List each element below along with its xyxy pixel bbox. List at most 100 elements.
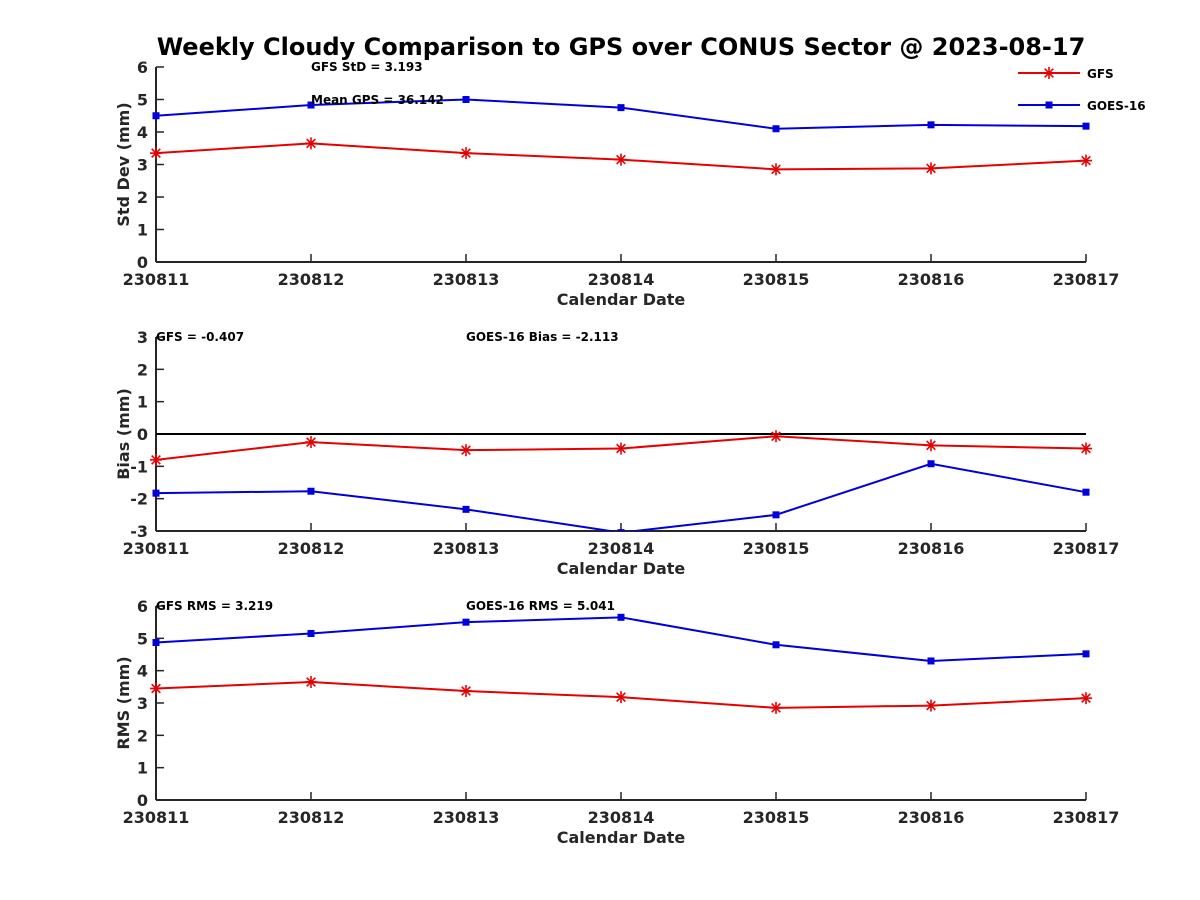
rms-goes-16-point [772, 641, 780, 649]
bias-goes-16-point [307, 487, 315, 495]
rms-goes-16-line [155, 616, 1087, 662]
rms-gfs-point-stroke [616, 692, 626, 703]
std-goes-16-point [772, 125, 780, 133]
std-goes-16-point [1082, 122, 1090, 130]
legend-label-goes-16: GOES-16 [1087, 99, 1146, 113]
rms-goes-16-point [307, 629, 315, 637]
bias-goes-16-line [155, 462, 1087, 531]
rms-x-tick-label: 230815 [743, 808, 810, 827]
rms-series-gfs [150, 675, 1092, 714]
std-y-tick-label: 5 [137, 91, 148, 110]
bias-y-tick-label: 0 [137, 425, 148, 444]
legend-marker-gfs [1043, 67, 1055, 79]
std-gfs-point-stroke [151, 148, 161, 159]
rms-y-tick-label: 6 [137, 597, 148, 616]
std-x-tick-label: 230817 [1053, 270, 1120, 289]
bias-y-tick-label: 2 [137, 360, 148, 379]
std-gfs-point [770, 163, 782, 176]
std-annotation: GFS StD = 3.193 [311, 60, 423, 74]
bias-gfs-point [150, 453, 162, 466]
rms-gfs-point-stroke [1081, 693, 1091, 704]
rms-y-tick-label: 5 [137, 629, 148, 648]
bias-goes-16-point [1082, 488, 1090, 496]
std-gfs-point-stroke [771, 164, 781, 175]
bias-gfs-point [615, 442, 627, 455]
rms-x-tick-label: 230814 [588, 808, 655, 827]
bias-goes-16-point [772, 511, 780, 519]
std-x-tick-label: 230811 [123, 270, 190, 289]
rms-gfs-point [305, 675, 317, 688]
std-gfs-point-stroke [1081, 155, 1091, 166]
std-y-tick-label: 6 [137, 58, 148, 77]
std-gfs-point [615, 153, 627, 166]
rms-gfs-point-stroke [461, 686, 471, 696]
rms-x-tick-label: 230816 [898, 808, 965, 827]
std-series-gfs [150, 137, 1092, 176]
bias-y-tick-label: -3 [130, 522, 148, 541]
std-gfs-point [1080, 154, 1092, 167]
std-gfs-point [460, 147, 472, 160]
std-series-goes-16 [152, 96, 1090, 133]
std-x-axis-label: Calendar Date [557, 290, 686, 309]
rms-annotation: GOES-16 RMS = 5.041 [466, 599, 615, 613]
std-x-tick-label: 230816 [898, 270, 965, 289]
std-y-axis-label: Std Dev (mm) [114, 102, 133, 226]
rms-y-tick-label: 0 [137, 791, 148, 810]
std-gfs-point-stroke [616, 154, 626, 165]
bias-x-axis-label: Calendar Date [557, 559, 686, 578]
rms-goes-16-point [152, 639, 160, 647]
rms-gfs-point-stroke [306, 677, 316, 687]
std-x-tick-label: 230814 [588, 270, 655, 289]
std-dev-panel: 0 1 2 3 4 5 6 230811 230812 230813 230814 230815 230… [114, 58, 1119, 309]
rms-gfs-point [615, 691, 627, 704]
bias-y-axis-label: Bias (mm) [114, 388, 133, 480]
rms-x-tick-label: 230812 [278, 808, 345, 827]
std-y-tick-label: 0 [137, 253, 148, 272]
std-gfs-point-stroke [461, 148, 471, 159]
rms-gfs-point [925, 699, 937, 712]
std-gfs-point [925, 162, 937, 175]
rms-x-tick-label: 230813 [433, 808, 500, 827]
legend: GFS GOES-16 [1018, 67, 1146, 113]
bias-gfs-point-stroke [461, 445, 471, 456]
bias-gfs-point-stroke [151, 454, 161, 465]
bias-gfs-point-stroke [1081, 443, 1091, 454]
std-goes-16-point [617, 104, 625, 112]
bias-gfs-point-stroke [616, 443, 626, 454]
legend-label-gfs: GFS [1087, 67, 1114, 81]
bias-gfs-point [460, 444, 472, 457]
bias-gfs-point-stroke [926, 440, 936, 451]
bias-gfs-point-stroke [306, 437, 316, 447]
std-goes-16-point [152, 112, 160, 120]
std-gfs-point-stroke [306, 138, 316, 149]
std-annotation: Mean GPS = 36.142 [311, 93, 444, 107]
bias-annotation: GFS = -0.407 [156, 330, 244, 344]
rms-panel: 0 1 2 3 4 5 6 230811 230812 230813 230814 230815 230… [114, 597, 1119, 847]
bias-series-goes-16 [152, 460, 1090, 531]
rms-goes-16-point [1082, 650, 1090, 658]
std-gfs-point-stroke [926, 163, 936, 174]
rms-y-tick-label: 1 [137, 759, 148, 778]
std-goes-16-line [155, 98, 1087, 130]
bias-y-tick-label: 1 [137, 393, 148, 412]
rms-gfs-point [1080, 692, 1092, 705]
bias-x-tick-label: 230814 [588, 539, 655, 558]
rms-gfs-point-stroke [771, 702, 781, 713]
std-goes-16-point [462, 96, 470, 103]
bias-x-tick-label: 230817 [1053, 539, 1120, 558]
bias-gfs-point [770, 430, 782, 443]
std-x-tick-label: 230813 [433, 270, 500, 289]
std-y-tick-label: 2 [137, 188, 148, 207]
rms-series-goes-16 [152, 613, 1090, 665]
bias-x-tick-label: 230813 [433, 539, 500, 558]
bias-gfs-point [925, 439, 937, 452]
bias-x-tick-label: 230815 [743, 539, 810, 558]
legend-marker-goes-16 [1045, 101, 1053, 109]
bias-gfs-point [305, 436, 317, 449]
rms-y-tick-label: 3 [137, 694, 148, 713]
rms-gfs-point-stroke [926, 700, 936, 711]
std-gfs-point [150, 147, 162, 160]
std-goes-16-point [927, 121, 935, 129]
bias-y-tick-label: 3 [137, 328, 148, 347]
